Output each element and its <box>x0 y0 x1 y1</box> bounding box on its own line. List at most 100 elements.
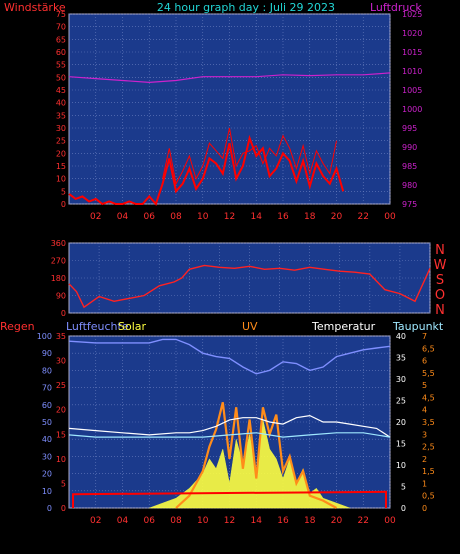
direction-label: W <box>434 258 447 273</box>
uv-series <box>175 402 338 509</box>
right-tick-label: 1025 <box>402 10 422 19</box>
x-tick-label: 10 <box>197 212 209 222</box>
x-tick-label: 00 <box>384 516 396 526</box>
solar-uv-temperature-panel: 0102030405060708090100051015202530350510… <box>37 332 435 526</box>
left-tick-label: 40 <box>56 99 66 108</box>
x-tick-label: 16 <box>277 516 289 526</box>
humidity-tick-label: 60 <box>42 401 52 410</box>
right-tick-label: 1005 <box>402 86 422 95</box>
rain-tick-label: 20 <box>56 406 66 415</box>
direction-label: N <box>435 303 445 318</box>
uv-tick-label: 6,5 <box>422 344 435 353</box>
gust-series <box>162 127 337 186</box>
humidity-tick-label: 50 <box>42 418 52 427</box>
temperature-label: Temperatur <box>311 320 376 333</box>
left-tick-label: 5 <box>61 187 66 196</box>
right-tick-label: 995 <box>402 124 417 133</box>
right-tick-label: 990 <box>402 143 417 152</box>
uv-tick-label: 7 <box>422 332 427 341</box>
humidity-tick-label: 70 <box>42 384 52 393</box>
temperature-tick-label: 25 <box>396 397 406 406</box>
x-tick-label: 12 <box>224 212 235 222</box>
rain-tick-label: 5 <box>61 479 66 488</box>
x-tick-label: 12 <box>224 516 235 526</box>
temperature-series <box>68 414 391 438</box>
left-tick-label: 25 <box>56 137 66 146</box>
left-tick-label: 270 <box>51 257 66 266</box>
uv-tick-label: 3,5 <box>422 418 435 427</box>
rain-tick-label: 10 <box>56 455 66 464</box>
humidity-tick-label: 30 <box>42 452 52 461</box>
right-tick-label: 980 <box>402 181 417 190</box>
humidity-tick-label: 0 <box>47 504 52 513</box>
dewpoint-label: Taupunkt <box>392 320 444 333</box>
uv-tick-label: 1 <box>422 479 427 488</box>
uv-tick-label: 1,5 <box>422 467 435 476</box>
uv-tick-label: 6 <box>422 357 427 366</box>
temperature-tick-label: 5 <box>401 483 406 492</box>
temperature-tick-label: 0 <box>401 504 406 513</box>
direction-label: S <box>436 273 444 288</box>
x-tick-label: 22 <box>358 516 369 526</box>
left-tick-label: 20 <box>56 149 66 158</box>
uv-tick-label: 0 <box>422 504 427 513</box>
left-tick-label: 50 <box>56 73 66 82</box>
x-tick-label: 02 <box>90 516 101 526</box>
x-tick-label: 04 <box>117 516 129 526</box>
left-tick-label: 65 <box>56 35 66 44</box>
rain-tick-label: 0 <box>61 504 66 513</box>
left-tick-label: 15 <box>56 162 66 171</box>
left-tick-label: 180 <box>51 274 66 283</box>
left-tick-label: 360 <box>51 239 66 248</box>
plot-area <box>68 13 391 205</box>
x-tick-label: 08 <box>170 516 182 526</box>
temperature-tick-label: 30 <box>396 375 406 384</box>
humidity-tick-label: 20 <box>42 470 52 479</box>
direction-label: O <box>435 288 445 303</box>
x-tick-label: 14 <box>251 516 263 526</box>
temperature-tick-label: 20 <box>396 418 406 427</box>
uv-tick-label: 0,5 <box>422 492 435 501</box>
right-tick-label: 975 <box>402 200 417 209</box>
dewpoint-series <box>68 432 391 438</box>
x-tick-label: 10 <box>197 516 209 526</box>
x-tick-label: 06 <box>144 212 156 222</box>
uv-tick-label: 5 <box>422 381 427 390</box>
solar-label: Solar <box>118 320 147 333</box>
humidity-series <box>68 338 391 375</box>
uv-tick-label: 3 <box>422 430 427 439</box>
humidity-tick-label: 80 <box>42 366 52 375</box>
chart-title: 24 hour graph day : Juli 29 2023 <box>157 1 335 14</box>
left-tick-label: 0 <box>61 309 66 318</box>
left-tick-label: 30 <box>56 124 66 133</box>
right-tick-label: 1020 <box>402 29 422 38</box>
right-tick-label: 1000 <box>402 105 422 114</box>
right-tick-label: 1010 <box>402 67 422 76</box>
rain-tick-label: 35 <box>56 332 66 341</box>
humidity-tick-label: 10 <box>42 487 52 496</box>
x-tick-label: 22 <box>358 212 369 222</box>
left-tick-label: 75 <box>56 10 66 19</box>
humidity-label: Luftfeuchte <box>66 320 129 333</box>
uv-tick-label: 4,5 <box>422 393 435 402</box>
x-tick-label: 16 <box>277 212 289 222</box>
humidity-tick-label: 40 <box>42 435 52 444</box>
x-tick-label: 06 <box>144 516 156 526</box>
rain-label: Regen <box>0 320 35 333</box>
temperature-tick-label: 35 <box>396 354 406 363</box>
left-tick-label: 55 <box>56 61 66 70</box>
wind-axis-label: Windstärke <box>4 1 66 14</box>
rain-tick-label: 25 <box>56 381 66 390</box>
left-tick-label: 10 <box>56 175 66 184</box>
left-tick-label: 60 <box>56 48 66 57</box>
uv-tick-label: 2 <box>422 455 427 464</box>
x-tick-label: 14 <box>251 212 263 222</box>
uv-tick-label: 2,5 <box>422 443 435 452</box>
right-tick-label: 1015 <box>402 48 422 57</box>
temperature-tick-label: 40 <box>396 332 406 341</box>
x-tick-label: 18 <box>304 212 316 222</box>
rain-tick-label: 30 <box>56 357 66 366</box>
x-tick-label: 18 <box>304 516 316 526</box>
rain-series <box>72 490 387 508</box>
